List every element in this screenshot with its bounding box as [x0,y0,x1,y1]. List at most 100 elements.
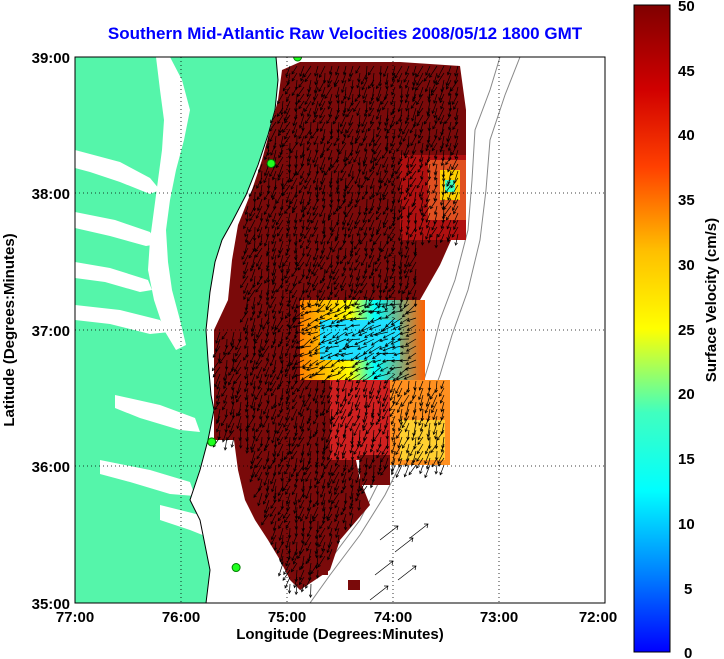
velocity-arrow [244,387,249,401]
velocity-arrow [419,226,424,236]
velocity-arrow [318,296,326,308]
velocity-arrow [388,142,396,154]
velocity-arrow [271,261,277,277]
velocity-arrow [244,338,249,350]
velocity-arrow [391,184,396,195]
velocity-arrow [239,310,249,323]
velocity-arrow [285,226,291,238]
velocity-arrow [373,373,389,379]
velocity-arrow [257,261,263,271]
velocity-arrow [328,184,333,198]
velocity-arrow [376,184,382,197]
velocity-arrow [244,331,249,341]
velocity-arrow [261,345,270,358]
velocity-arrow [411,233,417,246]
velocity-arrow [344,331,354,336]
velocity-arrow [283,513,291,524]
velocity-arrow [332,240,340,253]
velocity-arrow [298,352,312,358]
velocity-arrow [383,226,389,237]
velocity-arrow [291,296,298,310]
velocity-arrow [304,100,312,113]
velocity-arrow [305,114,312,125]
velocity-arrow [416,443,424,455]
velocity-arrow [376,226,382,236]
velocity-arrow [384,121,389,132]
velocity-arrow [331,317,340,324]
velocity-arrow [398,408,403,423]
velocity-arrow [277,485,284,497]
velocity-arrow [382,331,396,339]
velocity-arrow [243,380,249,393]
velocity-arrow [315,569,320,579]
velocity-arrow [382,282,389,294]
velocity-arrow [263,506,270,519]
velocity-arrow [270,471,277,485]
velocity-arrow [440,443,445,453]
velocity-arrow [354,240,361,250]
velocity-arrow [399,358,410,363]
velocity-arrow [312,114,319,124]
velocity-arrow [362,338,375,345]
velocity-arrow [383,65,389,78]
velocity-arrow [235,345,242,357]
velocity-arrow [360,219,368,231]
x-tick-label: 74:00 [374,609,412,626]
velocity-arrow [212,366,221,378]
velocity-arrow [277,114,284,125]
velocity-arrow [401,310,410,318]
velocity-arrow [358,310,368,316]
velocity-arrow [433,149,438,160]
velocity-arrow [377,121,382,131]
velocity-arrow [385,142,389,152]
velocity-arrow [348,471,354,481]
velocity-arrow [334,352,347,357]
velocity-arrow [282,506,291,520]
velocity-arrow [390,338,403,345]
velocity-arrow [223,345,228,356]
velocity-arrow [291,86,298,97]
velocity-arrow [293,219,298,230]
velocity-arrow [295,338,305,344]
velocity-arrow [403,191,410,201]
station-marker [266,158,276,168]
velocity-arrow [312,429,319,438]
velocity-arrow [271,401,277,410]
velocity-arrow [380,93,389,105]
velocity-arrow [278,149,284,159]
velocity-arrow [299,569,305,581]
velocity-arrow [409,226,417,238]
velocity-arrow [404,408,410,422]
velocity-arrow [354,282,361,294]
velocity-arrow [230,387,235,400]
velocity-arrow [425,212,431,223]
velocity-arrow [378,72,382,87]
velocity-arrow [382,387,389,402]
velocity-arrow [306,142,312,152]
velocity-arrow [307,422,312,432]
velocity-arrow [311,226,319,238]
velocity-arrow [287,163,292,174]
velocity-arrow [429,387,438,400]
velocity-arrow [433,107,438,119]
velocity-arrow [264,303,270,318]
velocity-arrow [340,436,347,448]
velocity-arrow [272,226,277,239]
velocity-arrow [382,205,389,216]
velocity-arrow [307,184,312,195]
velocity-arrow [417,436,424,446]
velocity-arrow [298,492,305,503]
velocity-arrow [333,135,340,147]
velocity-arrow [278,436,284,446]
velocity-arrow [343,387,348,403]
velocity-arrow [450,177,459,189]
velocity-arrow [306,415,312,425]
x-tick-label: 75:00 [268,609,306,626]
velocity-arrow [341,135,347,145]
velocity-arrow [270,114,277,124]
velocity-arrow [294,359,305,365]
velocity-arrow [299,562,305,571]
velocity-arrow [262,415,270,428]
velocity-arrow [291,436,298,447]
velocity-arrow [454,128,459,140]
